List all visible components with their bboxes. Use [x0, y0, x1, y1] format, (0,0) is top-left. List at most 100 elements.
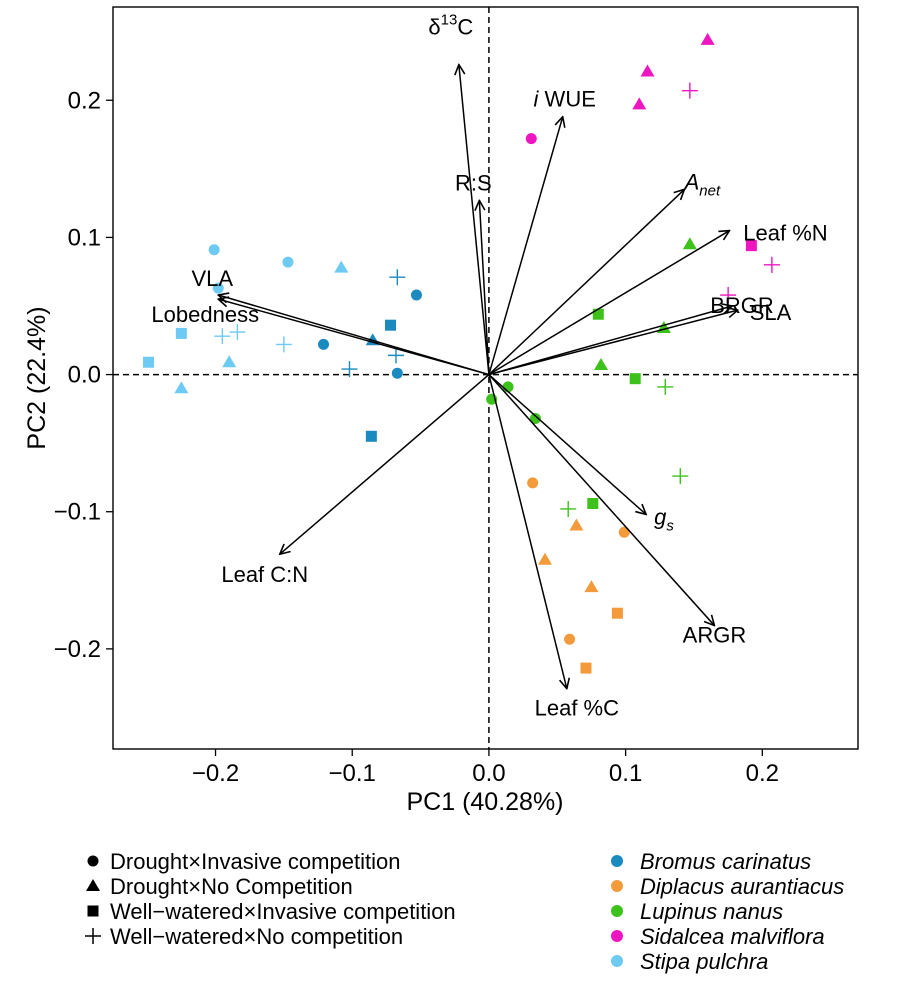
scatter-point: [611, 607, 623, 619]
scatter-point: [682, 237, 697, 250]
scatter-point: [618, 526, 630, 538]
loading-label: ARGR: [683, 623, 747, 648]
legend-species-swatch: [611, 880, 623, 892]
loading-arrow: [488, 310, 738, 376]
loading-arrow: [488, 374, 646, 515]
scatter-point: [657, 378, 674, 395]
loading-label: δ13C: [428, 12, 473, 40]
scatter-point: [214, 328, 231, 345]
x-tick-label: 0.2: [746, 760, 779, 787]
scatter-point: [745, 240, 757, 252]
legend-species-swatch: [611, 855, 623, 867]
axis-ticks: −0.2 −0.1 0.0 0.1 0.2 −0.2 −0.1 0.0 0.1 0.2: [54, 87, 779, 787]
loading-arrow: [488, 189, 684, 376]
scatter-point: [720, 287, 737, 304]
legend-species-swatch: [611, 955, 623, 967]
scatter-point: [391, 367, 403, 379]
scatter-point: [341, 361, 358, 378]
scatter-point: [384, 319, 396, 331]
scatter-point: [275, 336, 292, 353]
scatter-point: [282, 256, 294, 268]
loading-arrow: [488, 374, 567, 689]
scatter-point: [580, 662, 592, 674]
legend-species-label: Stipa pulchra: [640, 949, 768, 974]
x-tick-label: 0.0: [472, 760, 505, 787]
y-tick-label: 0.2: [68, 87, 101, 114]
scatter-point: [584, 580, 599, 593]
x-tick-label: 0.1: [609, 760, 642, 787]
scatter-point: [318, 338, 330, 350]
loading-label: Lobedness: [151, 302, 259, 327]
scatter-point: [525, 133, 537, 145]
scatter-point: [672, 468, 689, 485]
legend-triangle-symbol: [86, 879, 100, 891]
legend-treatment-label: Drought×Invasive competition: [110, 849, 400, 874]
y-tick-label: −0.1: [54, 499, 101, 526]
scatter-point: [527, 477, 539, 489]
scatter-point: [629, 373, 641, 385]
loading-label: VLA: [191, 266, 233, 291]
scatter-point: [592, 308, 604, 320]
legend-species-label: Diplacus aurantiacus: [640, 874, 844, 899]
loading-arrow: [218, 299, 490, 376]
scatter-point: [174, 381, 189, 394]
scatter-point: [700, 32, 715, 45]
legend-treatments: Drought×Invasive competition Drought×No …: [85, 849, 456, 949]
scatter-point: [410, 289, 422, 301]
y-tick-label: 0.1: [68, 224, 101, 251]
legend-circle-symbol: [87, 855, 99, 867]
y-tick-label: −0.2: [54, 636, 101, 663]
loading-label: Leaf C:N: [221, 562, 308, 587]
scatter-point: [632, 97, 647, 110]
scatter-point: [569, 518, 584, 531]
loading-arrow: [488, 117, 563, 375]
loading-label: BRGR: [710, 293, 774, 318]
scatter-point: [222, 355, 237, 368]
scatter-point: [389, 269, 406, 286]
legend-species-label: Lupinus nanus: [640, 899, 783, 924]
scatter-point: [594, 357, 609, 370]
scatter-point: [763, 256, 780, 273]
scatter-point: [334, 260, 349, 273]
x-tick-label: −0.1: [329, 760, 376, 787]
loading-label: gs: [654, 504, 674, 534]
legend-treatment-label: Drought×No Competition: [110, 874, 353, 899]
legend-species-swatch: [611, 930, 623, 942]
loading-arrow: [488, 231, 730, 376]
x-tick-label: −0.2: [192, 760, 239, 787]
legend-treatment-label: Well−watered×No competition: [110, 924, 403, 949]
loading-arrow: [488, 374, 715, 626]
scatter-point: [175, 327, 187, 339]
legend-treatment-label: Well−watered×Invasive competition: [110, 899, 456, 924]
loading-label: Leaf %C: [535, 696, 619, 721]
loading-arrow: [459, 65, 490, 375]
scatter-point: [587, 497, 599, 509]
scatter-point: [365, 430, 377, 442]
loading-label: Anet: [683, 169, 721, 199]
legend-species-label: Sidalcea malviflora: [640, 924, 825, 949]
scatter-point: [537, 552, 552, 565]
loading-label: Leaf %N: [743, 221, 827, 246]
x-axis-title: PC1 (40.28%): [406, 788, 563, 816]
legend-species-swatch: [611, 905, 623, 917]
scatter-point: [560, 500, 577, 517]
loading-arrow: [280, 374, 490, 555]
scatter-point: [365, 333, 380, 346]
loading-label: i WUE: [534, 87, 596, 112]
scatter-point: [640, 64, 655, 77]
loading-label: SLA: [750, 300, 792, 325]
scatter-point: [208, 244, 220, 256]
scatter-point: [529, 412, 541, 424]
scatter-point: [143, 356, 155, 368]
scatter-point: [564, 633, 576, 645]
loading-arrow: [488, 306, 732, 376]
scatter-point: [681, 82, 698, 99]
scatter-points: [143, 32, 780, 674]
legend-species: Bromus carinatus Diplacus aurantiacus Lu…: [611, 849, 844, 974]
legend-species-label: Bromus carinatus: [640, 849, 811, 874]
loading-label: R:S: [455, 170, 492, 195]
legend-square-symbol: [87, 905, 99, 917]
scatter-point: [229, 324, 246, 341]
